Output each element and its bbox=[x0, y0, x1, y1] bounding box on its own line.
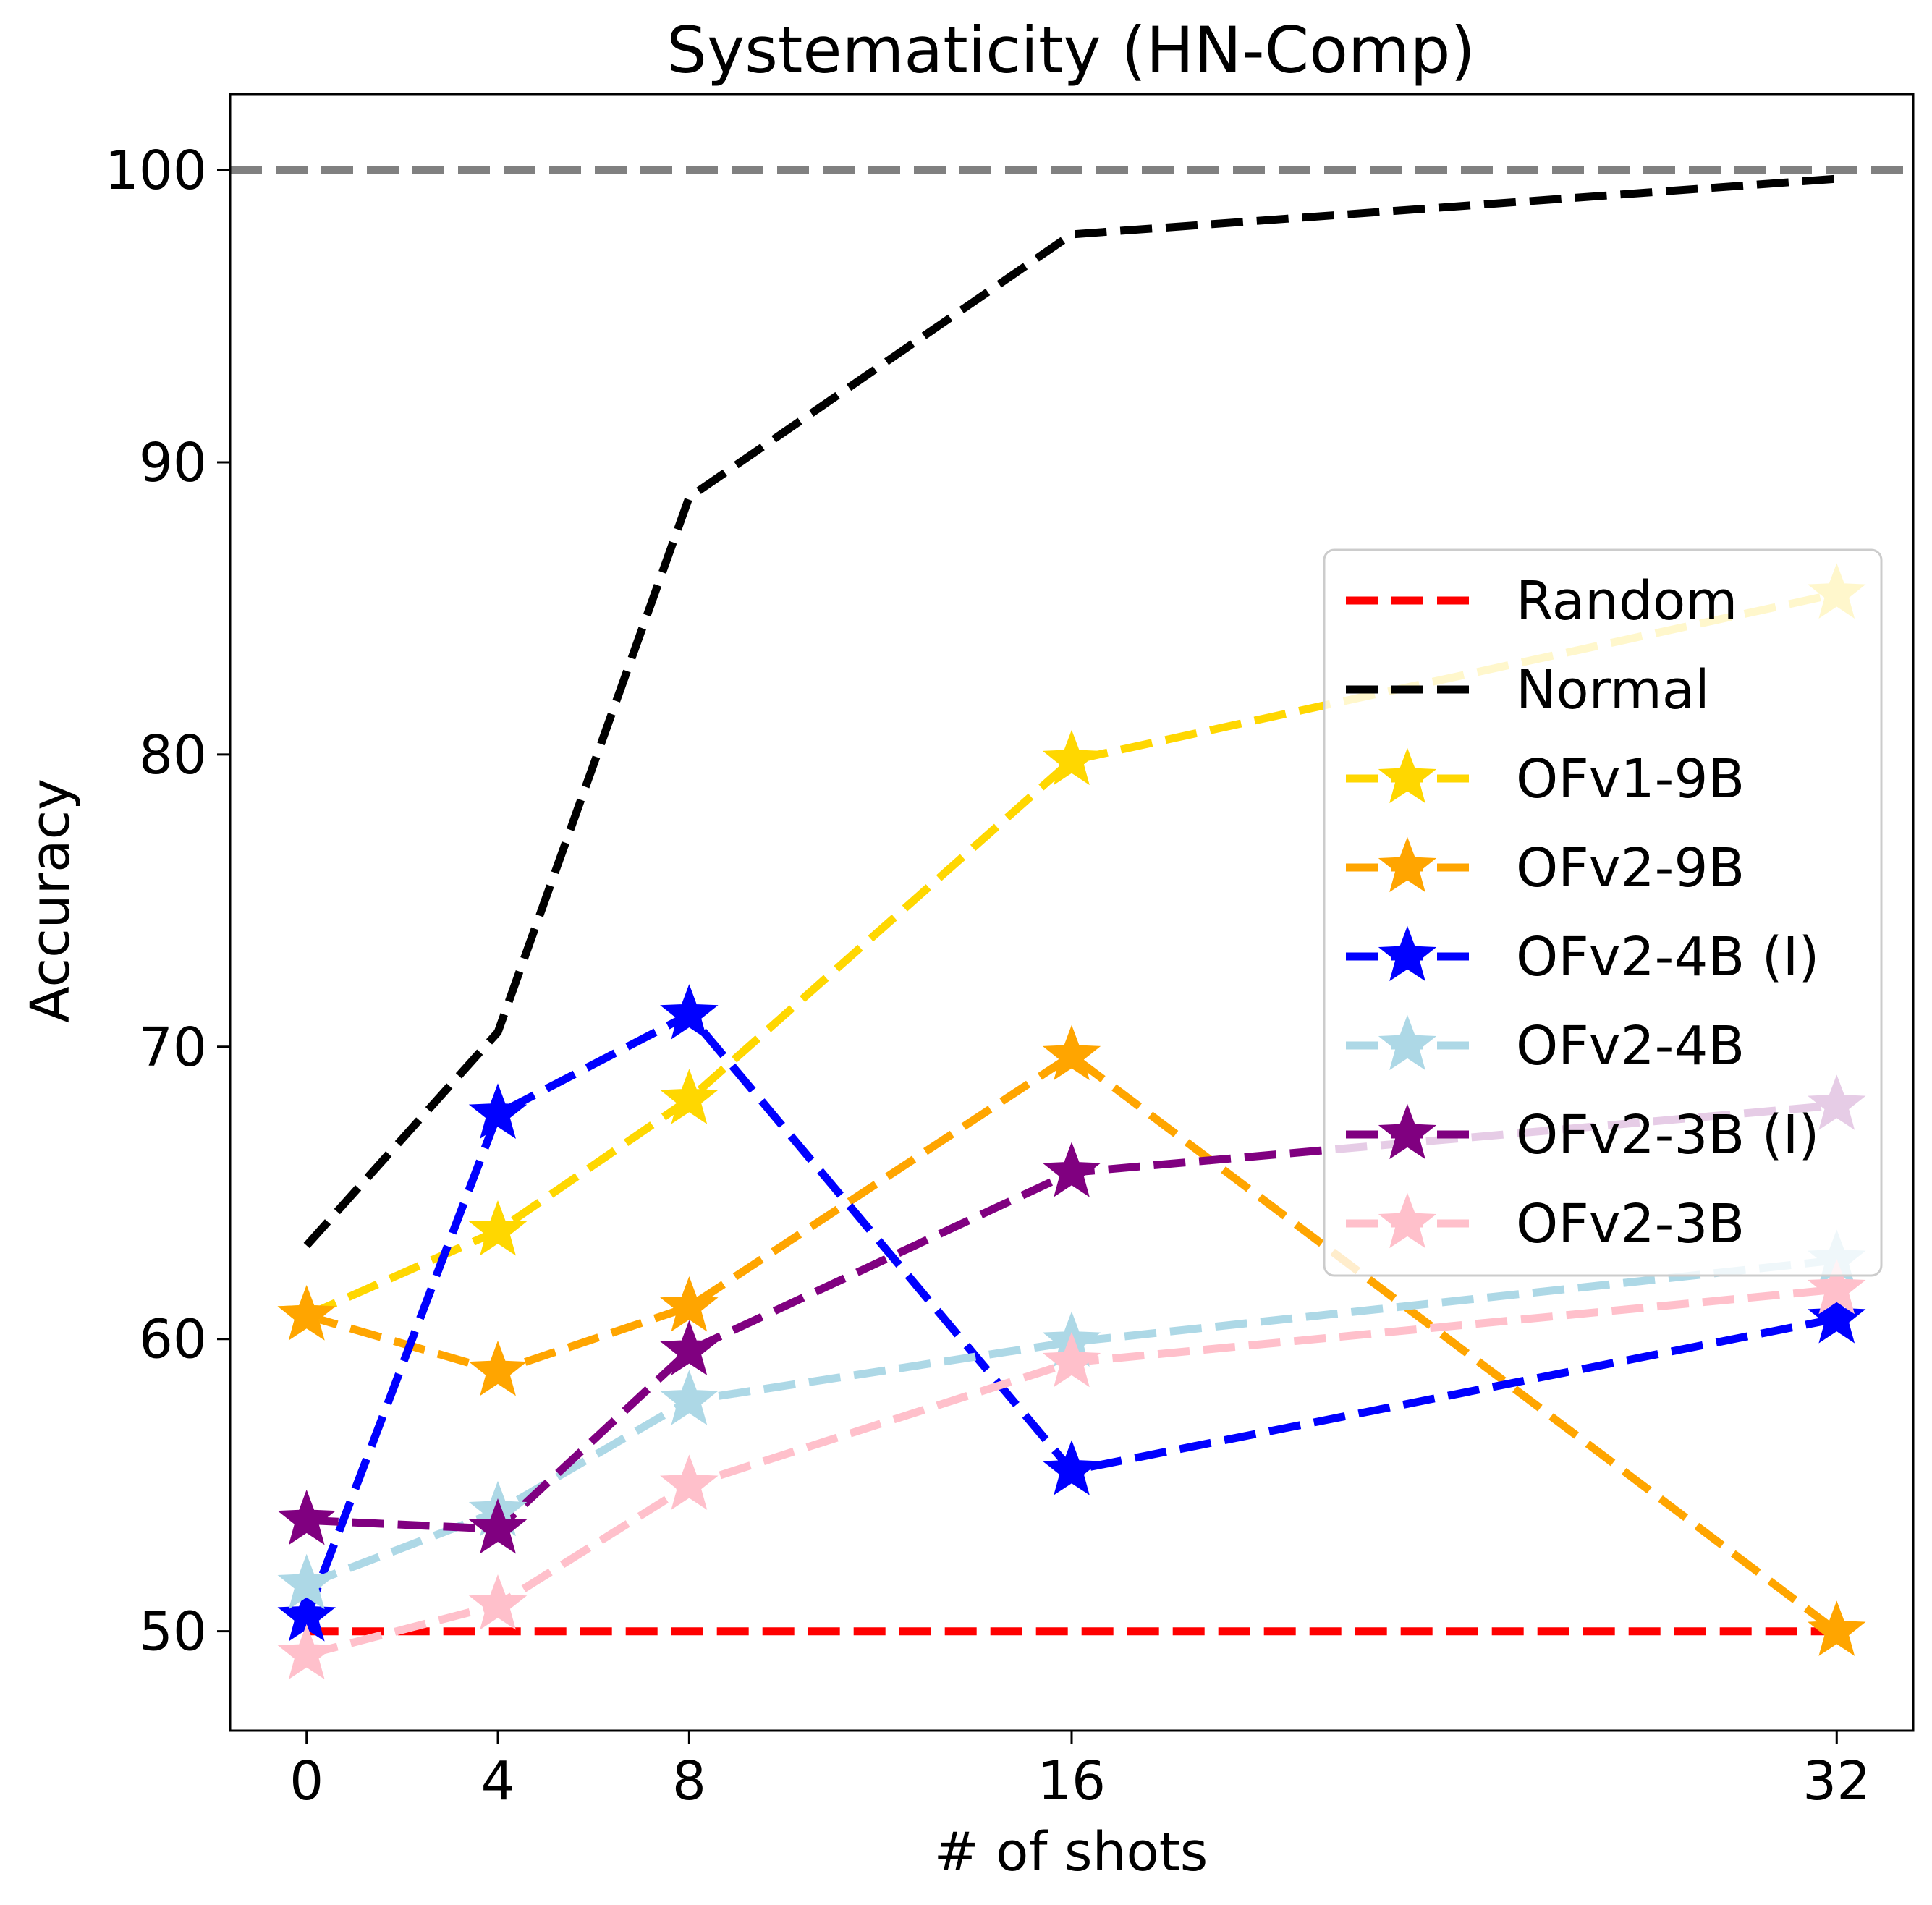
y-tick-label: 100 bbox=[105, 140, 207, 202]
y-axis-label: Accuracy bbox=[20, 778, 82, 1023]
legend-label: OFv2-4B (I) bbox=[1516, 926, 1819, 988]
legend-item-ofv1-9b: OFv1-9B bbox=[1346, 747, 1745, 810]
data-point-ofv2-4b-i bbox=[468, 1083, 528, 1139]
data-point-ofv2-9b bbox=[1042, 1024, 1101, 1081]
series-layer bbox=[277, 174, 1866, 1680]
data-point-ofv2-9b bbox=[660, 1276, 719, 1332]
legend-marker bbox=[1378, 747, 1437, 804]
data-point-ofv2-3b bbox=[277, 1624, 336, 1680]
data-point-ofv2-3b-i bbox=[468, 1498, 528, 1554]
legend-item-normal: Normal bbox=[1346, 659, 1710, 721]
x-tick-label: 0 bbox=[289, 1750, 323, 1812]
legend: Random Normal OFv1-9B OFv2-9B OFv2-4B (I) OFv… bbox=[1323, 548, 1883, 1277]
data-point-ofv2-4b-i bbox=[1808, 1288, 1866, 1344]
legend-item-ofv2-3b-i: OFv2-3B (I) bbox=[1346, 1103, 1819, 1166]
legend-item-ofv2-9b: OFv2-9B bbox=[1346, 836, 1745, 899]
legend-label: OFv2-3B bbox=[1516, 1193, 1745, 1255]
data-point-ofv2-3b-i bbox=[277, 1489, 336, 1545]
y-tick-label: 60 bbox=[139, 1309, 207, 1371]
series-line-normal bbox=[303, 174, 1837, 1249]
legend-item-ofv2-4b: OFv2-4B bbox=[1346, 1014, 1745, 1077]
x-tick-label: 16 bbox=[1038, 1750, 1106, 1812]
data-point-ofv2-3b-i bbox=[660, 1320, 719, 1376]
series-line-ofv2-4b bbox=[305, 1256, 1837, 1589]
legend-box bbox=[1323, 548, 1883, 1277]
legend-marker bbox=[1378, 1103, 1437, 1160]
data-point-ofv2-4b-i bbox=[660, 984, 719, 1040]
legend-item-ofv2-4b-i: OFv2-4B (I) bbox=[1346, 925, 1819, 988]
x-tick-label: 4 bbox=[480, 1750, 514, 1812]
x-tick-label: 32 bbox=[1802, 1750, 1870, 1812]
y-tick-label: 90 bbox=[139, 432, 207, 494]
legend-label: Random bbox=[1516, 570, 1737, 632]
data-point-ofv2-3b bbox=[1808, 1258, 1866, 1315]
legend-label: Normal bbox=[1516, 659, 1710, 721]
legend-marker bbox=[1378, 1192, 1437, 1249]
legend-item-ofv2-3b: OFv2-3B bbox=[1346, 1192, 1745, 1255]
axes: 0 4 8 16 32 50 60 70 80 90 100 bbox=[105, 93, 1915, 1812]
data-point-ofv2-9b bbox=[1808, 1600, 1866, 1656]
legend-label: OFv2-4B bbox=[1516, 1015, 1745, 1077]
data-point-ofv2-3b bbox=[1042, 1331, 1101, 1388]
legend-label: OFv2-3B (I) bbox=[1516, 1104, 1819, 1166]
data-point-ofv1-9b bbox=[1042, 729, 1101, 786]
legend-label: OFv2-9B bbox=[1516, 837, 1745, 899]
legend-marker bbox=[1378, 836, 1437, 893]
data-point-ofv2-4b-i bbox=[1042, 1440, 1101, 1495]
data-point-ofv2-3b bbox=[660, 1454, 719, 1510]
data-point-ofv1-9b bbox=[468, 1200, 528, 1256]
y-tick-label: 80 bbox=[139, 724, 207, 786]
data-point-ofv2-3b bbox=[468, 1574, 528, 1630]
data-point-ofv2-9b bbox=[277, 1285, 336, 1341]
y-tick-label: 70 bbox=[139, 1017, 207, 1079]
data-point-ofv2-9b bbox=[468, 1340, 528, 1396]
data-point-ofv2-4b bbox=[660, 1370, 719, 1425]
data-point-ofv2-4b bbox=[277, 1553, 336, 1610]
x-tick-label: 8 bbox=[672, 1750, 706, 1812]
x-axis-label: # of shots bbox=[934, 1821, 1208, 1883]
legend-item-random: Random bbox=[1346, 570, 1737, 632]
legend-marker bbox=[1378, 925, 1437, 982]
legend-label: OFv1-9B bbox=[1516, 748, 1745, 810]
legend-marker bbox=[1378, 1014, 1437, 1071]
data-point-ofv2-3b-i bbox=[1042, 1142, 1101, 1197]
data-point-ofv1-9b bbox=[660, 1069, 719, 1124]
y-tick-label: 50 bbox=[139, 1601, 207, 1663]
chart-title: Systematicity (HN-Comp) bbox=[666, 13, 1475, 88]
